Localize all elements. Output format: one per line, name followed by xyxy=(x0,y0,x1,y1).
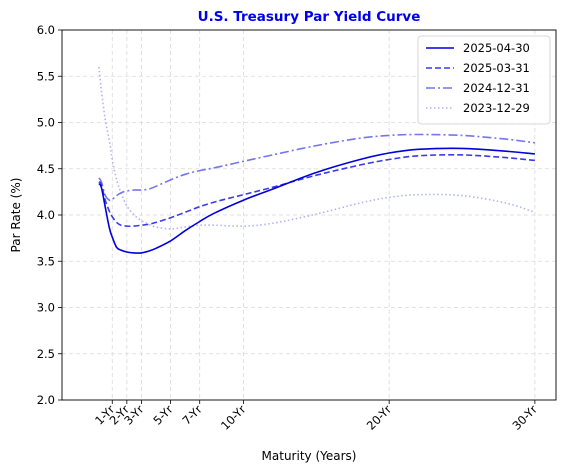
y-tick-label: 5.5 xyxy=(37,69,55,83)
x-axis: 1-Yr2-Yr3-Yr 5-Yr 7-Yr 10-Yr 20-Yr 30-Yr xyxy=(92,400,540,433)
legend-box xyxy=(417,35,551,125)
x-tick-label: 7-Yr xyxy=(179,402,205,428)
series-line-2024-12-31 xyxy=(98,133,535,202)
x-tick-label: 30-Yr xyxy=(509,402,540,433)
x-axis-label: Maturity (Years) xyxy=(262,449,357,463)
x-tick-label: 10-Yr xyxy=(218,402,249,433)
y-axis: 2.0 2.5 3.0 3.5 4.0 4.5 5.0 5.5 6.0 xyxy=(37,23,62,407)
legend-label: 2025-03-31 xyxy=(463,61,530,75)
series-line-2025-04-30 xyxy=(98,147,535,254)
legend-label: 2024-12-31 xyxy=(463,81,530,95)
legend: 2025-04-30 2025-03-31 2024-12-31 2023-12-29 xyxy=(417,35,551,125)
y-axis-label: Par Rate (%) xyxy=(9,178,23,253)
legend-label: 2023-12-29 xyxy=(463,101,530,115)
y-tick-label: 6.0 xyxy=(37,23,55,37)
x-tick-label: 20-Yr xyxy=(364,402,395,433)
series-line-2025-03-31 xyxy=(98,154,535,228)
y-tick-label: 3.5 xyxy=(37,254,55,268)
chart-title: U.S. Treasury Par Yield Curve xyxy=(198,9,421,25)
y-tick-label: 2.0 xyxy=(37,393,55,407)
x-tick-label: 5-Yr xyxy=(150,402,176,428)
legend-label: 2025-04-30 xyxy=(463,41,530,55)
y-tick-label: 4.5 xyxy=(37,162,55,176)
grid-layer xyxy=(62,29,556,401)
y-tick-label: 5.0 xyxy=(37,116,55,130)
series-layer xyxy=(98,66,536,254)
y-tick-label: 3.0 xyxy=(37,301,55,315)
y-tick-label: 4.0 xyxy=(37,208,55,222)
y-tick-label: 2.5 xyxy=(37,347,55,361)
